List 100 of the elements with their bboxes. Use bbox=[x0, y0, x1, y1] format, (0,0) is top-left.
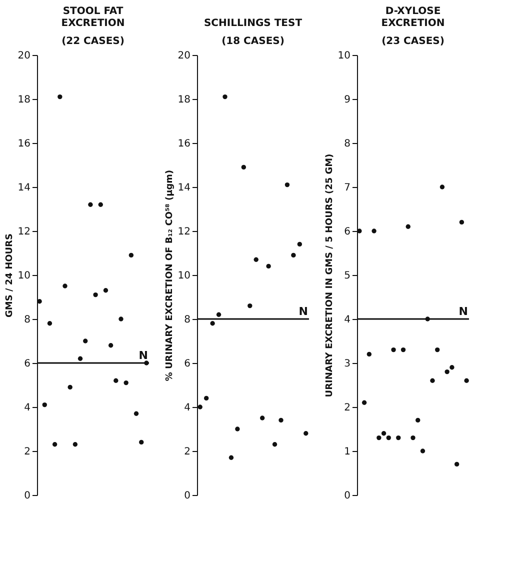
y-tick-label: 12 bbox=[178, 226, 190, 238]
point bbox=[266, 264, 271, 269]
y-tick-label: 18 bbox=[178, 94, 190, 106]
point bbox=[420, 448, 426, 454]
point bbox=[210, 321, 215, 326]
point bbox=[381, 431, 386, 436]
point bbox=[128, 252, 134, 258]
y-tick-label: 6 bbox=[344, 226, 350, 238]
point bbox=[362, 400, 367, 405]
point bbox=[291, 252, 296, 258]
point bbox=[58, 94, 62, 100]
point bbox=[62, 284, 68, 288]
point bbox=[459, 220, 464, 225]
point bbox=[278, 418, 284, 423]
point bbox=[248, 303, 252, 308]
y-tick-label: 18 bbox=[18, 94, 30, 106]
point bbox=[103, 288, 108, 293]
point bbox=[139, 440, 144, 445]
chart-title: SCHILLINGS TEST bbox=[204, 18, 302, 29]
chart-title: STOOL FAT EXCRETION bbox=[61, 6, 125, 29]
y-tick-label: 12 bbox=[18, 226, 30, 238]
point bbox=[464, 378, 469, 383]
y-tick-label: 0 bbox=[344, 490, 350, 502]
ref-line-label: N bbox=[138, 349, 148, 362]
point bbox=[297, 242, 302, 247]
point bbox=[235, 426, 240, 432]
point bbox=[272, 442, 278, 447]
point bbox=[260, 416, 265, 420]
y-tick-label: 10 bbox=[178, 270, 190, 282]
chart-title: D-XYLOSE EXCRETION bbox=[381, 6, 445, 29]
point bbox=[406, 224, 410, 229]
y-tick-label: 2 bbox=[344, 402, 350, 414]
point bbox=[68, 384, 72, 390]
y-tick-label: 4 bbox=[344, 314, 350, 326]
y-tick-label: 3 bbox=[344, 358, 350, 370]
y-tick-label: 4 bbox=[24, 402, 30, 414]
point bbox=[391, 347, 396, 352]
y-tick-label: 20 bbox=[18, 50, 30, 62]
point bbox=[410, 435, 416, 440]
point bbox=[88, 202, 93, 207]
y-tick-label: 9 bbox=[344, 94, 350, 106]
ref-line-label: N bbox=[298, 305, 308, 318]
point bbox=[284, 182, 290, 188]
point bbox=[376, 435, 382, 440]
point bbox=[47, 321, 52, 326]
point bbox=[450, 365, 454, 370]
y-tick-label: 10 bbox=[18, 270, 30, 282]
point bbox=[52, 442, 58, 447]
point bbox=[386, 435, 391, 440]
point bbox=[435, 347, 440, 352]
y-tick-label: 8 bbox=[344, 138, 350, 150]
point bbox=[254, 257, 258, 262]
y-tick-label: 7 bbox=[344, 182, 350, 194]
chart-subtitle: (18 CASES) bbox=[222, 36, 284, 47]
point bbox=[416, 418, 420, 423]
point bbox=[134, 411, 139, 416]
y-tick-label: 14 bbox=[178, 182, 190, 194]
point bbox=[228, 455, 234, 460]
point bbox=[204, 396, 209, 401]
point bbox=[454, 462, 460, 467]
point bbox=[198, 404, 202, 410]
point bbox=[396, 435, 401, 440]
point bbox=[108, 343, 114, 348]
chart-subtitle: (23 CASES) bbox=[382, 36, 444, 47]
chart-subtitle: (22 CASES) bbox=[62, 36, 124, 47]
point bbox=[222, 94, 228, 100]
point bbox=[72, 442, 78, 447]
y-axis-title: URINARY EXCRETION IN GMS / 5 HOURS (25 GM) bbox=[324, 154, 335, 398]
point bbox=[440, 184, 445, 190]
point bbox=[114, 378, 118, 383]
y-tick-label: 8 bbox=[184, 314, 190, 326]
y-axis-title: % URINARY EXCRETION OF B₁₂ CO⁵⁸ (µgm) bbox=[164, 170, 175, 382]
point bbox=[98, 202, 103, 207]
y-tick-label: 10 bbox=[338, 50, 350, 62]
y-tick-label: 2 bbox=[184, 446, 190, 458]
y-tick-label: 14 bbox=[18, 182, 30, 194]
point bbox=[372, 228, 376, 234]
point bbox=[83, 338, 88, 344]
y-tick-label: 16 bbox=[178, 138, 190, 150]
y-tick-label: 20 bbox=[178, 50, 190, 62]
y-tick-label: 1 bbox=[344, 446, 350, 458]
point bbox=[124, 380, 128, 386]
point bbox=[118, 316, 124, 322]
point bbox=[430, 378, 435, 383]
point bbox=[444, 369, 450, 374]
y-tick-label: 5 bbox=[344, 270, 350, 282]
y-axis-title: GMS / 24 HOURS bbox=[4, 234, 15, 318]
y-tick-label: 0 bbox=[184, 490, 190, 502]
y-tick-label: 16 bbox=[18, 138, 30, 150]
point bbox=[241, 164, 246, 170]
y-tick-label: 6 bbox=[184, 358, 190, 370]
point bbox=[304, 431, 308, 436]
y-tick-label: 4 bbox=[184, 402, 190, 414]
point bbox=[78, 356, 83, 361]
point bbox=[216, 312, 222, 317]
point bbox=[400, 347, 406, 352]
y-tick-label: 6 bbox=[24, 358, 30, 370]
y-tick-label: 0 bbox=[24, 490, 30, 502]
y-tick-label: 2 bbox=[24, 446, 30, 458]
point bbox=[42, 402, 47, 408]
